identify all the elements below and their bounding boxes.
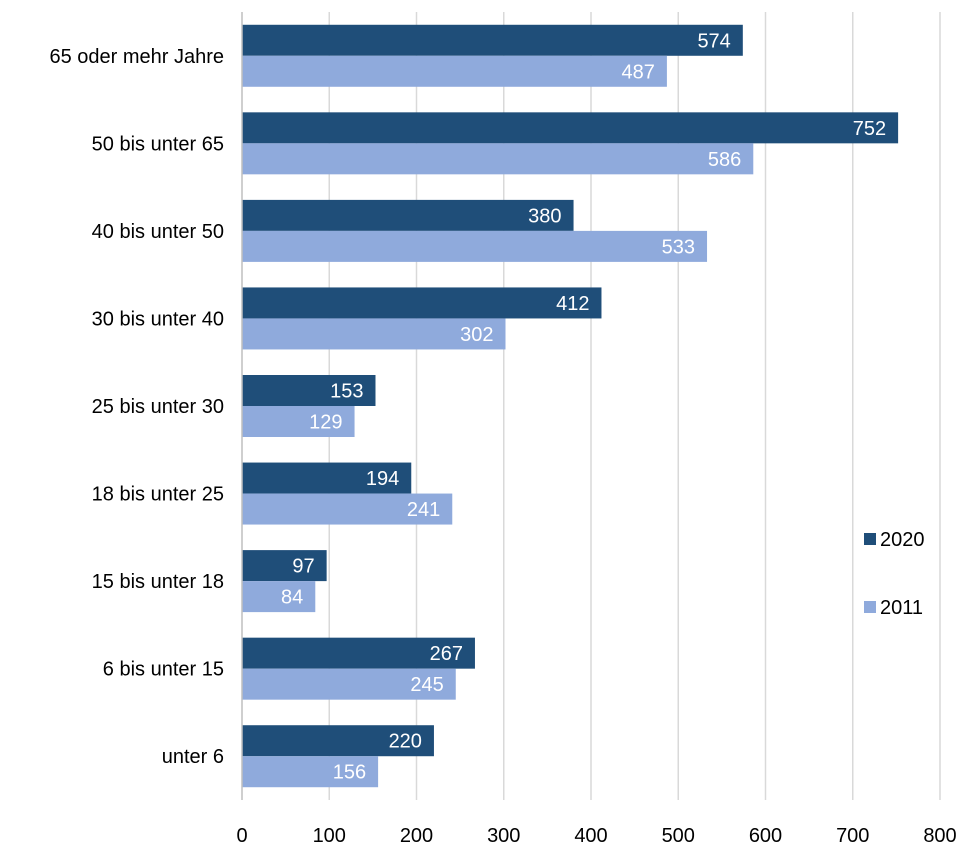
category-label: 30 bis unter 40: [92, 308, 224, 330]
data-label: 586: [708, 149, 741, 171]
data-label: 84: [281, 587, 303, 609]
data-label: 412: [556, 293, 589, 315]
data-label: 156: [333, 762, 366, 784]
x-tick-label: 300: [487, 825, 520, 847]
bar-2011: [242, 406, 355, 437]
x-tick-label: 400: [574, 825, 607, 847]
data-label: 574: [697, 30, 730, 52]
category-label: unter 6: [162, 746, 224, 768]
data-label: 153: [330, 381, 363, 403]
x-tick-label: 200: [400, 825, 433, 847]
category-label: 15 bis unter 18: [92, 571, 224, 593]
data-label: 533: [662, 236, 695, 258]
legend: 2020 2011: [864, 529, 925, 619]
data-label: 245: [410, 674, 443, 696]
x-tick-label: 600: [749, 825, 782, 847]
category-label: 25 bis unter 30: [92, 396, 224, 418]
category-labels: 65 oder mehr Jahre 50 bis unter 65 40 bis …: [49, 46, 224, 768]
category-label: 50 bis unter 65: [92, 133, 224, 155]
x-tick-label: 500: [662, 825, 695, 847]
bar-2011: [242, 668, 456, 700]
bar-2011: [242, 318, 506, 350]
legend-swatch: [864, 601, 876, 613]
bar-2020: [242, 287, 602, 319]
bar-2020: [242, 24, 743, 56]
bar-2011: [242, 581, 316, 613]
bar-2011: [242, 230, 708, 262]
bars: 574 487 752 586 380 533 412 302 153 129 194 241 97 84…: [242, 24, 899, 788]
category-label: 40 bis unter 50: [92, 221, 224, 243]
bar-2020: [242, 637, 475, 669]
legend-swatch: [864, 533, 876, 545]
data-label: 241: [407, 499, 440, 521]
bar-2020: [242, 550, 327, 582]
legend-label: 2020: [880, 529, 925, 551]
bar-2020: [242, 112, 899, 144]
bar-2011: [242, 143, 754, 175]
category-label: 18 bis unter 25: [92, 484, 224, 506]
data-label: 129: [309, 412, 342, 434]
bar-2011: [242, 756, 379, 788]
x-tick-labels: 0 100 200 300 400 500 600 700 800: [236, 825, 956, 847]
data-label: 220: [389, 731, 422, 753]
x-tick-label: 700: [836, 825, 869, 847]
data-label: 752: [853, 118, 886, 140]
bar-2011: [242, 493, 453, 525]
x-tick-label: 100: [313, 825, 346, 847]
data-label: 267: [430, 643, 463, 665]
x-tick-label: 800: [923, 825, 956, 847]
category-label: 65 oder mehr Jahre: [49, 46, 224, 68]
category-label: 6 bis unter 15: [103, 659, 224, 681]
bar-2020: [242, 725, 434, 757]
data-label: 302: [460, 324, 493, 346]
bar-2011: [242, 55, 667, 87]
x-tick-label: 0: [236, 825, 247, 847]
bar-2020: [242, 375, 376, 406]
bar-2020: [242, 199, 574, 231]
data-label: 194: [366, 468, 399, 490]
data-label: 487: [622, 61, 655, 83]
bar-2020: [242, 462, 412, 494]
legend-label: 2011: [880, 597, 923, 619]
data-label: 380: [528, 205, 561, 227]
data-label: 97: [292, 556, 314, 578]
